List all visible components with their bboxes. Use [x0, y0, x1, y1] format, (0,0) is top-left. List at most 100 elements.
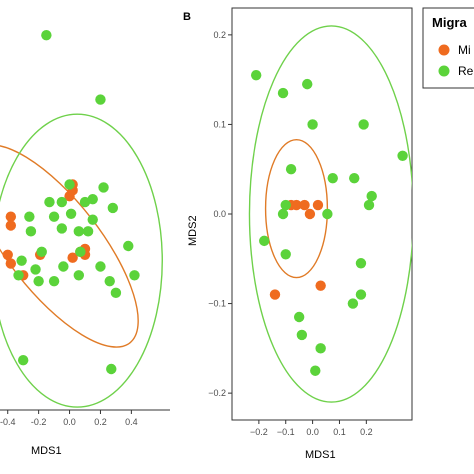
panel-b-x-tick-label: −0.1 [277, 427, 295, 437]
panel-a-point-resident [64, 179, 75, 190]
panel-a-point-resident [56, 223, 68, 234]
panel-a-point-resident [73, 270, 85, 281]
legend-swatch-resident [438, 65, 450, 77]
panel-b-ellipse-resident [248, 25, 412, 403]
panel-a-point-resident [48, 275, 60, 287]
panel-a-point-resident [58, 261, 69, 272]
panel-a-point-migrant [5, 211, 17, 222]
panel-b-point-resident [280, 249, 291, 260]
panel-a-point-migrant [5, 258, 17, 269]
panel-b-point-resident [277, 87, 289, 99]
panel-b-point-resident [302, 78, 313, 90]
panel-a-x-tick-label: -0.2 [31, 417, 47, 427]
panel-b-y-tick-label: 0.2 [213, 30, 226, 40]
panel-b-point-resident [310, 365, 321, 376]
panel-b-x-tick-label: 0.2 [360, 427, 373, 437]
panel-a-point-resident [65, 208, 77, 219]
panel-a-point-resident [56, 196, 68, 208]
panel-a-point-resident [98, 182, 109, 193]
panel-a-point-resident [123, 240, 134, 252]
panel-a-point-resident [107, 202, 119, 214]
panel-b-ellipse-migrant [264, 138, 329, 279]
panel-b-point-resident [355, 258, 367, 269]
panel-a-x-tick-label: 0.0 [63, 417, 76, 427]
panel-b-point-resident [327, 172, 338, 184]
panel-a: -0.4 -0.2 0.0 0.2 0.4 MDS1 [0, 29, 170, 457]
panel-b-y-tick-label: 0.1 [213, 119, 226, 129]
panel-a-point-resident [48, 211, 60, 222]
panel-a-point-migrant [67, 252, 78, 263]
panel-a-ellipse-resident [0, 113, 163, 408]
panel-a-point-resident [30, 264, 41, 275]
panel-a-point-resident [41, 29, 52, 41]
panel-b-point-resident [285, 164, 297, 175]
panel-b-point-resident [250, 69, 262, 81]
panel-a-point-resident [16, 255, 27, 266]
panel-b-point-resident [307, 119, 318, 130]
panel-a-point-resident [33, 275, 44, 287]
panel-b-x-axis-label: MDS1 [305, 449, 336, 461]
panel-b-point-migrant [304, 208, 316, 220]
panel-b-point-resident [280, 199, 291, 211]
panel-b-y-tick-label: 0.0 [213, 209, 226, 219]
panel-a-point-resident [95, 94, 106, 105]
legend-title: Migra [432, 15, 467, 30]
panel-a-point-resident [13, 270, 24, 281]
panel-b-x-tick-label: 0.0 [306, 427, 319, 437]
panel-b-point-resident [296, 329, 308, 341]
panel-a-point-resident [87, 214, 98, 225]
panel-a-point-resident [95, 261, 106, 272]
panel-b-point-resident [349, 172, 360, 184]
panel-a-point-resident [129, 270, 140, 281]
panel-b-point-migrant [269, 289, 281, 300]
panel-b-plot-area [248, 25, 412, 403]
panel-b-x-tick-label: 0.1 [333, 427, 346, 437]
panel-a-point-resident [75, 246, 86, 258]
panel-a-point-resident [25, 226, 37, 237]
panel-b-x-ticks: −0.2 −0.1 0.0 0.1 0.2 [250, 420, 373, 437]
legend: Migra Mi Re [422, 7, 474, 89]
panel-a-point-resident [44, 196, 55, 208]
panel-b-point-resident [358, 119, 369, 130]
panel-a-plot-area [0, 29, 163, 408]
panel-a-point-resident [36, 246, 47, 258]
panel-b-point-resident [347, 298, 359, 309]
panel-b-point-resident [259, 235, 270, 247]
panel-a-x-tick-label: -0.4 [0, 417, 15, 427]
panel-b-point-resident [397, 150, 408, 161]
panel-a-x-axis-label: MDS1 [31, 445, 62, 457]
panel-a-point-migrant [5, 220, 17, 231]
panel-b-point-migrant [299, 199, 310, 211]
legend-swatch-migrant [438, 44, 450, 56]
panel-a-point-resident [24, 211, 35, 222]
panel-b: B −0.2 −0.1 0.0 0.1 0.2 −0.2 −0.1 0.0 0.1 0.2 MD… [183, 7, 413, 461]
panel-a-point-resident [82, 226, 94, 237]
panel-a-point-resident [106, 363, 117, 375]
panel-b-point-resident [277, 208, 289, 220]
panel-b-y-ticks: −0.2 −0.1 0.0 0.1 0.2 [208, 30, 232, 398]
panel-a-point-resident [104, 275, 115, 287]
panel-b-y-tick-label: −0.1 [208, 299, 226, 309]
panel-b-point-migrant [315, 280, 326, 291]
panel-b-point-resident [315, 343, 326, 354]
panel-a-x-tick-label: 0.4 [125, 417, 138, 427]
panel-b-x-tick-label: −0.2 [250, 427, 268, 437]
panel-a-x-tick-label: 0.2 [94, 417, 107, 427]
panel-b-point-migrant [291, 199, 302, 211]
panel-b-letter: B [183, 11, 191, 23]
panel-b-y-tick-label: −0.2 [208, 388, 226, 398]
panel-b-point-resident [355, 289, 367, 300]
panel-b-y-axis-label: MDS2 [187, 215, 199, 246]
panel-a-x-ticks: -0.4 -0.2 0.0 0.2 0.4 [0, 410, 138, 427]
panel-a-point-resident [17, 355, 29, 366]
panel-b-point-resident [366, 190, 377, 202]
legend-label-resident: Re [458, 64, 474, 78]
panel-a-point-resident [110, 287, 122, 299]
panel-a-point-resident [73, 226, 85, 237]
panel-a-point-resident [87, 193, 98, 205]
panel-b-point-resident [293, 311, 305, 323]
panel-b-point-migrant [312, 199, 324, 211]
panel-b-point-resident [322, 208, 333, 220]
panel-a-point-migrant [2, 249, 13, 260]
